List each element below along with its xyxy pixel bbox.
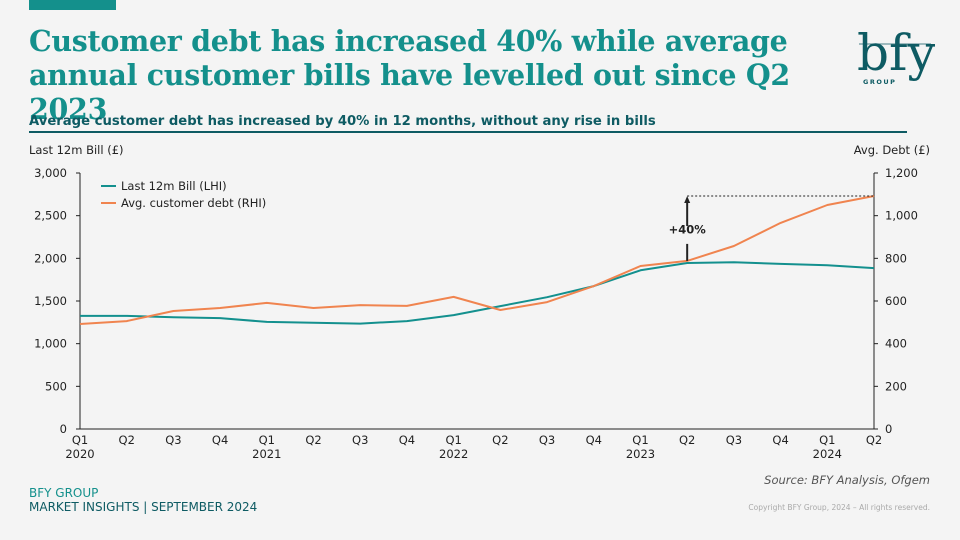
x-tick-label-quarter: Q4 — [212, 433, 228, 447]
left-y-tick-label: 500 — [45, 379, 67, 393]
right-y-tick-label: 1,000 — [885, 209, 918, 223]
x-tick-label-quarter: Q4 — [399, 433, 415, 447]
left-y-tick-label: 1,000 — [34, 337, 67, 351]
x-tick-label-quarter: Q4 — [772, 433, 788, 447]
x-tick-label-quarter: Q1 — [632, 433, 648, 447]
right-axis-title: Avg. Debt (£) — [853, 143, 930, 157]
x-tick-label-quarter: Q2 — [679, 433, 695, 447]
logo-subtext: GROUP — [863, 78, 896, 86]
x-tick-label-quarter: Q1 — [445, 433, 461, 447]
copyright-note: Copyright BFY Group, 2024 – All rights r… — [748, 503, 930, 512]
left-y-tick-label: 2,500 — [34, 209, 67, 223]
left-y-tick-label: 3,000 — [34, 166, 67, 180]
x-tick-label-quarter: Q1 — [259, 433, 275, 447]
x-tick-label-year: 2024 — [813, 447, 842, 461]
x-tick-label-quarter: Q2 — [305, 433, 321, 447]
debt-series-line — [79, 195, 875, 325]
x-tick-label-quarter: Q1 — [819, 433, 835, 447]
logo-text: bfy — [857, 24, 935, 82]
chart-series — [79, 195, 875, 325]
x-tick-label-quarter: Q3 — [726, 433, 742, 447]
bfy-logo: bfy GROUP — [855, 22, 937, 88]
x-tick-label-year: 2021 — [252, 447, 281, 461]
x-tick-label-quarter: Q4 — [586, 433, 602, 447]
x-tick-label-year: 2022 — [439, 447, 468, 461]
chart-axes: 0 500 1,000 1,500 2,000 2,500 3,000 0 200 400 600 8… — [34, 166, 918, 436]
x-tick-label-year: 2020 — [65, 447, 94, 461]
x-tick-label-quarter: Q3 — [352, 433, 368, 447]
x-tick-label-quarter: Q2 — [866, 433, 882, 447]
chart-annotations: +40% — [669, 195, 874, 261]
chart-legend: Last 12m Bill (LHI) Avg. customer debt (R… — [101, 179, 266, 210]
right-y-tick-label: 800 — [885, 251, 907, 265]
legend-label-bill: Last 12m Bill (LHI) — [121, 179, 227, 193]
source-note: Source: BFY Analysis, Ofgem — [764, 473, 930, 487]
left-y-tick-label: 0 — [60, 422, 67, 436]
page-title: Customer debt has increased 40% while av… — [29, 24, 790, 126]
x-tick-label-year: 2023 — [626, 447, 655, 461]
x-tick-label-quarter: Q2 — [119, 433, 135, 447]
right-y-tick-label: 400 — [885, 337, 907, 351]
top-accent-bar — [29, 0, 116, 10]
right-y-tick-label: 200 — [885, 379, 907, 393]
right-y-tick-label: 600 — [885, 294, 907, 308]
left-y-tick-label: 2,000 — [34, 251, 67, 265]
x-tick-label-quarter: Q3 — [165, 433, 181, 447]
x-tick-label-quarter: Q1 — [72, 433, 88, 447]
left-axis-title: Last 12m Bill (£) — [29, 143, 124, 157]
left-y-tick-label: 1,500 — [34, 294, 67, 308]
annotation-arrowhead — [684, 196, 691, 204]
chart-subtitle: Average customer debt has increased by 4… — [29, 114, 907, 133]
footer-brand: BFY GROUP — [29, 486, 99, 500]
bill-series-line — [80, 261, 875, 325]
right-y-tick-label: 0 — [885, 422, 892, 436]
x-tick-label-quarter: Q3 — [539, 433, 555, 447]
x-tick-label-quarter: Q2 — [492, 433, 508, 447]
annotation-label: +40% — [669, 222, 707, 236]
legend-label-debt: Avg. customer debt (RHI) — [121, 196, 266, 210]
footer-publication: MARKET INSIGHTS | SEPTEMBER 2024 — [29, 500, 258, 514]
right-y-tick-label: 1,200 — [885, 166, 918, 180]
